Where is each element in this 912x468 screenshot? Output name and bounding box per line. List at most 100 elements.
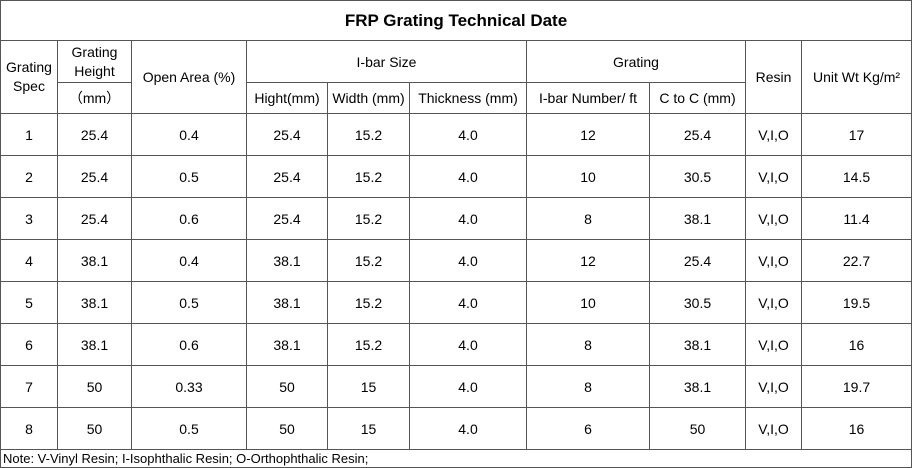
table-cell: 38.1	[246, 239, 328, 282]
table-cell: 14.5	[800, 155, 912, 198]
table-cell: 50	[57, 407, 132, 450]
table-title: FRP Grating Technical Date	[0, 0, 912, 41]
table-cell: 50	[246, 407, 328, 450]
table-cell: 10	[526, 155, 650, 198]
table-cell: V,I,O	[745, 407, 802, 450]
table-cell: 7	[0, 365, 58, 408]
header-cell: I-bar Size	[246, 40, 527, 83]
table-cell: 25.4	[649, 113, 746, 156]
table-cell: 3	[0, 197, 58, 240]
table-cell: 15	[327, 407, 410, 450]
table-row: 8 50 0.5 50 15 4.0 6 50 V,I,O 16	[0, 407, 912, 450]
header-cell: Width (mm)	[327, 82, 410, 114]
table-cell: 15.2	[327, 155, 410, 198]
table-cell: 4	[0, 239, 58, 282]
table-cell: 6	[0, 323, 58, 366]
table-cell: 19.7	[800, 365, 912, 408]
header-cell: Grating	[526, 40, 746, 83]
table-cell: 50	[246, 365, 328, 408]
table-cell: 4.0	[409, 365, 527, 408]
header-cell: （mm）	[57, 82, 132, 114]
table-cell: 8	[526, 197, 650, 240]
table-cell: 38.1	[649, 365, 746, 408]
table-cell: 22.7	[800, 239, 912, 282]
table-cell: 4.0	[409, 197, 527, 240]
table-cell: 38.1	[57, 281, 132, 324]
table-cell: 19.5	[800, 281, 912, 324]
table-cell: 11.4	[800, 197, 912, 240]
table-cell: 38.1	[57, 239, 132, 282]
table-cell: 4.0	[409, 407, 527, 450]
table-row: 1 25.4 0.4 25.4 15.2 4.0 12 25.4 V,I,O 17	[0, 113, 912, 156]
header-cell: I-bar Number/ ft	[526, 82, 650, 114]
table-cell: V,I,O	[745, 155, 802, 198]
table-cell: 1	[0, 113, 58, 156]
table-cell: 15.2	[327, 113, 410, 156]
table-cell: 0.6	[131, 197, 247, 240]
table-cell: 25.4	[246, 113, 328, 156]
table-cell: 25.4	[649, 239, 746, 282]
table-cell: 4.0	[409, 155, 527, 198]
table-cell: 10	[526, 281, 650, 324]
table-cell: 2	[0, 155, 58, 198]
table-cell: 15.2	[327, 239, 410, 282]
table-cell: 16	[800, 323, 912, 366]
table-cell: 12	[526, 239, 650, 282]
table-cell: 0.5	[131, 281, 247, 324]
table-cell: 25.4	[246, 155, 328, 198]
table-cell: V,I,O	[745, 281, 802, 324]
table-cell: 15	[327, 365, 410, 408]
table-cell: V,I,O	[745, 365, 802, 408]
table-cell: 8	[0, 407, 58, 450]
header-cell: Hight(mm)	[246, 82, 328, 114]
table-cell: 0.4	[131, 113, 247, 156]
table-cell: 4.0	[409, 281, 527, 324]
table-cell: 0.33	[131, 365, 247, 408]
table-cell: 0.5	[131, 155, 247, 198]
table-cell: V,I,O	[745, 323, 802, 366]
table-cell: 25.4	[246, 197, 328, 240]
table-cell: 4.0	[409, 239, 527, 282]
table-cell: 38.1	[649, 197, 746, 240]
table-cell: 38.1	[246, 323, 328, 366]
table-cell: 8	[526, 323, 650, 366]
table-cell: 17	[800, 113, 912, 156]
header-cell: Grating Spec	[0, 40, 58, 114]
table-cell: V,I,O	[745, 113, 802, 156]
table-cell: 15.2	[327, 281, 410, 324]
header-cell: C to C (mm)	[649, 82, 746, 114]
table-row: 5 38.1 0.5 38.1 15.2 4.0 10 30.5 V,I,O 19.5	[0, 281, 912, 324]
table-cell: 38.1	[246, 281, 328, 324]
note: Note: V-Vinyl Resin; I-Isophthalic Resin…	[0, 449, 912, 468]
table-cell: V,I,O	[745, 239, 802, 282]
table-cell: 15.2	[327, 323, 410, 366]
table-cell: 38.1	[57, 323, 132, 366]
table-row: 7 50 0.33 50 15 4.0 8 38.1 V,I,O 19.7	[0, 365, 912, 408]
table-cell: 0.4	[131, 239, 247, 282]
table-cell: 16	[800, 407, 912, 450]
header-cell: Resin	[745, 40, 802, 114]
table-cell: 0.6	[131, 323, 247, 366]
header-cell: Open Area (%)	[131, 40, 247, 114]
table-cell: 12	[526, 113, 650, 156]
table-cell: 50	[649, 407, 746, 450]
table-cell: 30.5	[649, 281, 746, 324]
header-cell: Thickness (mm)	[409, 82, 527, 114]
table-row: 2 25.4 0.5 25.4 15.2 4.0 10 30.5 V,I,O 14.5	[0, 155, 912, 198]
header-cell: Unit Wt Kg/m²	[800, 40, 912, 114]
table-cell: V,I,O	[745, 197, 802, 240]
table-cell: 25.4	[57, 155, 132, 198]
table-row: 6 38.1 0.6 38.1 15.2 4.0 8 38.1 V,I,O 16	[0, 323, 912, 366]
table-cell: 38.1	[649, 323, 746, 366]
table-row: 4 38.1 0.4 38.1 15.2 4.0 12 25.4 V,I,O 22.7	[0, 239, 912, 282]
table-cell: 4.0	[409, 323, 527, 366]
note-row: Note: V-Vinyl Resin; I-Isophthalic Resin…	[0, 449, 912, 468]
table-cell: 6	[526, 407, 650, 450]
table-cell: 5	[0, 281, 58, 324]
header-cell: Grating Height	[57, 40, 132, 83]
table-cell: 30.5	[649, 155, 746, 198]
table-cell: 4.0	[409, 113, 527, 156]
table-cell: 8	[526, 365, 650, 408]
